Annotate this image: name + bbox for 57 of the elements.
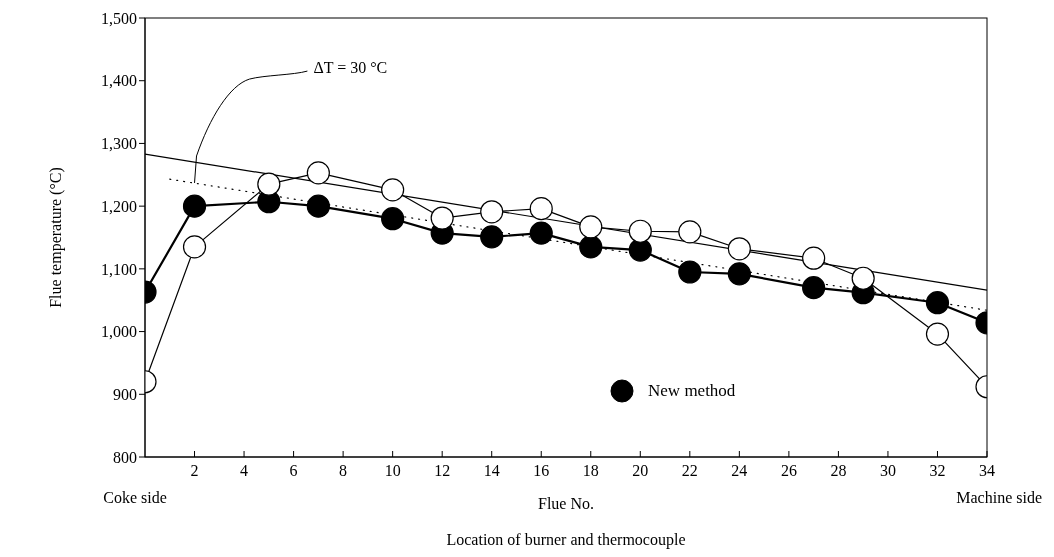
x-tick-label: 6 bbox=[289, 462, 298, 480]
x-tick-label: 28 bbox=[830, 462, 847, 480]
x-tick-label: 2 bbox=[190, 462, 199, 480]
point bbox=[727, 237, 751, 261]
x-tick-label: 14 bbox=[483, 462, 500, 480]
text: Coke side bbox=[103, 489, 167, 506]
x-tick-label: 24 bbox=[731, 462, 748, 480]
y-tick-label: 1,100 bbox=[101, 260, 137, 278]
x-tick-label: 8 bbox=[339, 462, 348, 480]
annotation: ΔT = 30 °C bbox=[313, 59, 388, 77]
y-tick-label: 1,000 bbox=[101, 323, 137, 341]
legend-label: New method bbox=[648, 380, 736, 401]
x-tick-label: 16 bbox=[533, 462, 550, 480]
point bbox=[381, 178, 405, 202]
point bbox=[480, 225, 504, 249]
y-axis-title: Flue temperature (°C) bbox=[46, 167, 65, 308]
point bbox=[925, 291, 950, 315]
point bbox=[628, 219, 652, 243]
y-tick-label: 1,400 bbox=[101, 72, 137, 90]
y-tick-label: 1,500 bbox=[101, 9, 137, 27]
y-tick-label: 1,300 bbox=[101, 135, 137, 153]
point bbox=[257, 172, 281, 196]
x-tick-label: 32 bbox=[929, 462, 946, 480]
x-tick-label: 4 bbox=[240, 462, 249, 480]
x-tick-label: 10 bbox=[384, 462, 401, 480]
point bbox=[381, 207, 405, 231]
point bbox=[925, 322, 950, 346]
point bbox=[182, 194, 207, 218]
y-tick-label: 900 bbox=[113, 385, 137, 403]
x-tick-label: 26 bbox=[780, 462, 797, 480]
point bbox=[306, 194, 330, 218]
point bbox=[628, 238, 652, 262]
x-tick-label: 18 bbox=[582, 462, 599, 480]
y-tick-label: 800 bbox=[113, 448, 137, 466]
point bbox=[579, 235, 603, 259]
x-tick-label: 22 bbox=[681, 462, 698, 480]
point bbox=[579, 215, 603, 239]
point bbox=[306, 161, 330, 185]
point bbox=[678, 260, 702, 284]
point bbox=[802, 276, 826, 300]
text: Machine side bbox=[956, 489, 1042, 506]
x-tick-label: 12 bbox=[434, 462, 451, 480]
point bbox=[678, 220, 702, 244]
point bbox=[182, 235, 207, 259]
point bbox=[802, 246, 826, 270]
point bbox=[529, 221, 553, 245]
text: Location of burner and thermocouple bbox=[446, 531, 686, 549]
y-tick-label: 1,200 bbox=[101, 197, 137, 215]
point bbox=[430, 206, 454, 230]
x-axis-title: Flue No. bbox=[538, 495, 594, 512]
x-tick-label: 30 bbox=[879, 462, 896, 480]
x-tick-label: 34 bbox=[979, 462, 995, 480]
point bbox=[529, 197, 553, 221]
point bbox=[851, 266, 875, 290]
x-tick-label: 20 bbox=[632, 462, 649, 480]
point bbox=[480, 200, 504, 224]
point bbox=[727, 262, 751, 286]
